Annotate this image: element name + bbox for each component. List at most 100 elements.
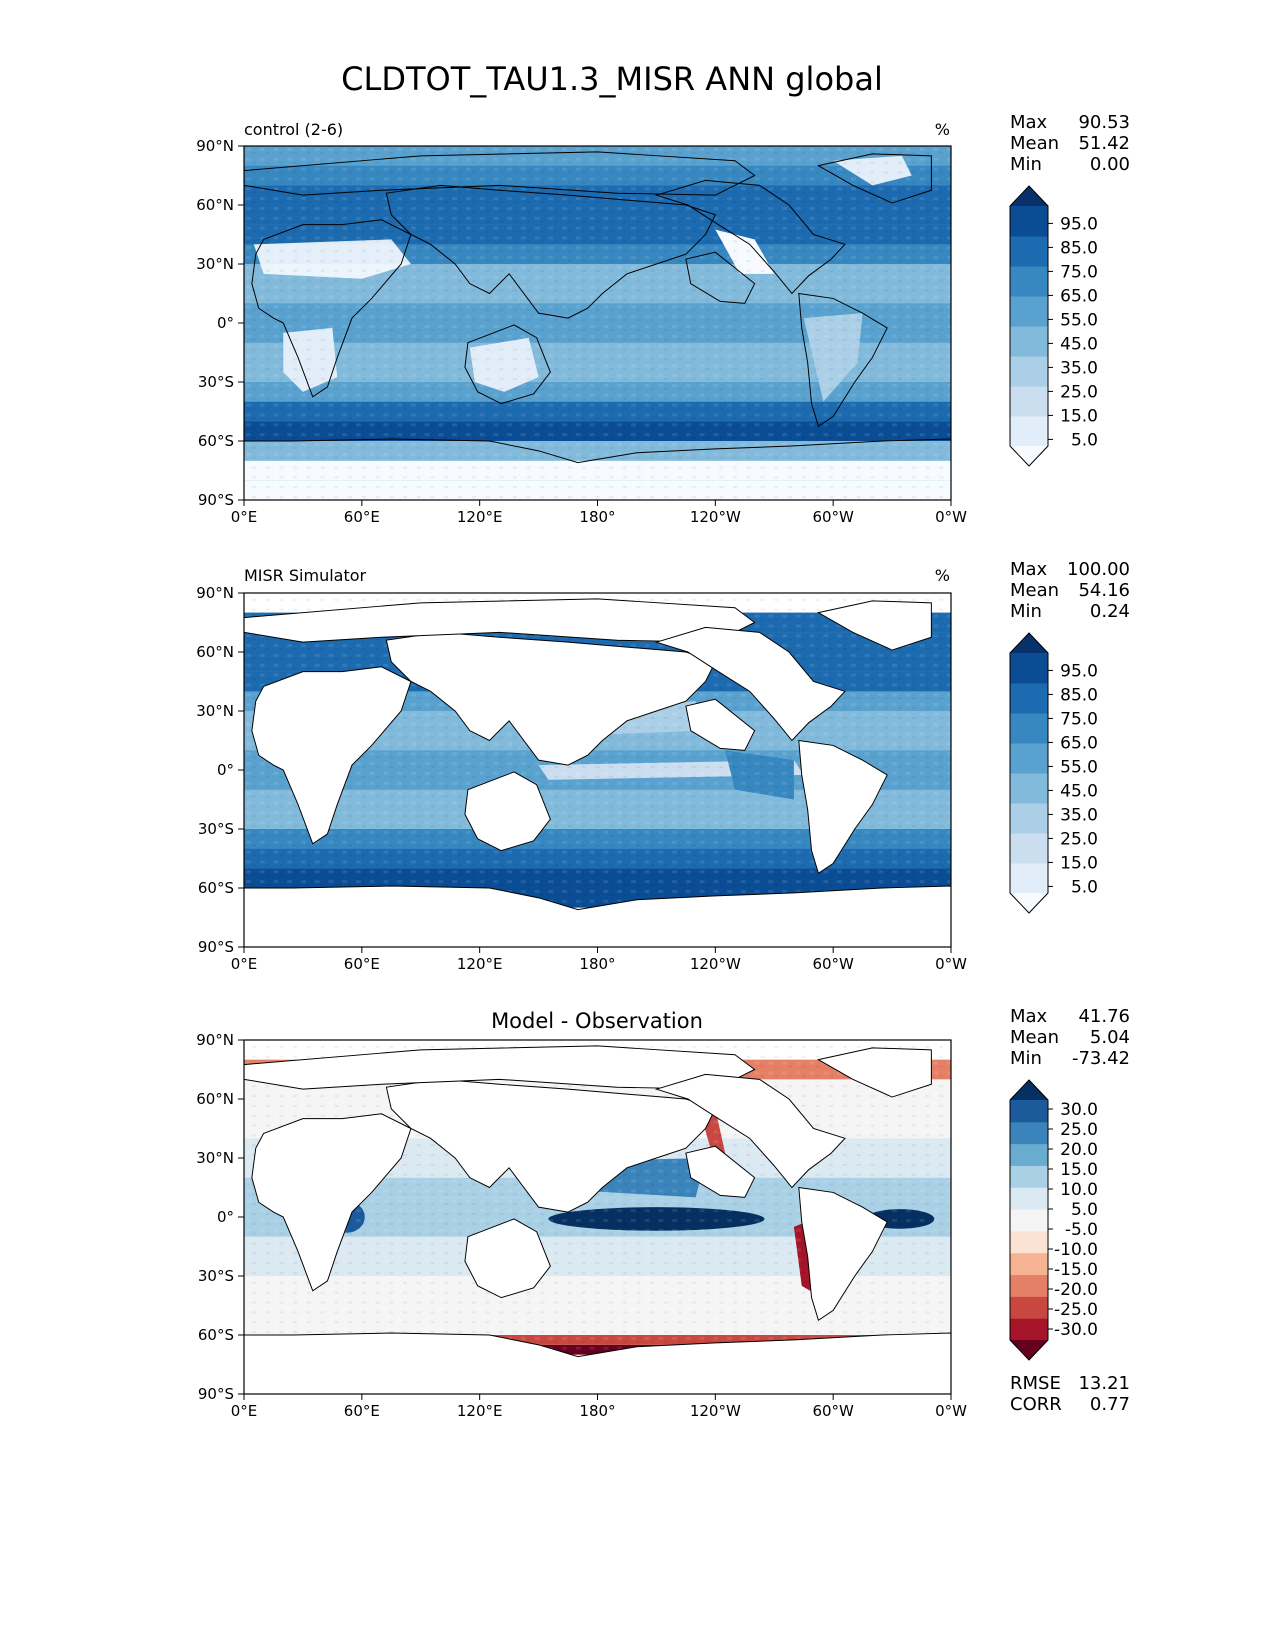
colorbar-tick-label: 10.0 bbox=[1060, 1180, 1098, 1200]
colorbar-tick-label: 5.0 bbox=[1071, 430, 1098, 450]
colorbar-tick-label: 15.0 bbox=[1060, 853, 1098, 873]
stat-label-min: Min bbox=[1010, 601, 1042, 622]
colorbar-extend-min bbox=[1010, 446, 1048, 466]
stat-value-min: 0.24 bbox=[1090, 601, 1130, 622]
colorbar-segment bbox=[1010, 1230, 1048, 1254]
stat-value-mean: 51.42 bbox=[1078, 133, 1130, 154]
stat-label-max: Max bbox=[1010, 112, 1048, 133]
colorbar-tick-label: 5.0 bbox=[1071, 877, 1098, 897]
colorbar-segment bbox=[1010, 653, 1048, 684]
panel-name: MISR Simulator bbox=[244, 566, 367, 585]
colorbar-outline bbox=[1009, 1079, 1049, 1361]
colorbar-tick-label: 45.0 bbox=[1060, 334, 1098, 354]
colorbar-segment bbox=[1010, 1209, 1048, 1232]
rmse-value: 13.21 bbox=[1078, 1373, 1130, 1394]
x-tick-label: 120°E bbox=[457, 1402, 503, 1420]
x-tick-label: 0°E bbox=[231, 955, 258, 973]
colorbar: 95.0 85.0 75.0 65.0 55.0 45.0 35.0 25.0 15.0 5.0 bbox=[1009, 632, 1098, 914]
x-tick-label: 60°E bbox=[344, 1402, 380, 1420]
axis-ticks: 0°E 60°E 120°E 180° 120°W 60°W 0°W 90°N 60°N 30°N… bbox=[196, 1031, 967, 1420]
x-tick-label: 120°W bbox=[690, 1402, 741, 1420]
colorbar-outline bbox=[1009, 185, 1049, 467]
y-tick-label: 30°S bbox=[198, 373, 234, 391]
x-tick-label: 120°W bbox=[690, 955, 741, 973]
colorbar-tick-label: 55.0 bbox=[1060, 310, 1098, 330]
colorbar: 95.0 85.0 75.0 65.0 55.0 45.0 35.0 25.0 15.0 5.0 bbox=[1009, 185, 1098, 467]
colorbar-segment bbox=[1010, 1296, 1048, 1319]
x-tick-label: 60°W bbox=[812, 1402, 854, 1420]
colorbar-tick-label: 65.0 bbox=[1060, 286, 1098, 306]
colorbar-segment bbox=[1010, 683, 1048, 714]
colorbar-tick-label: 30.0 bbox=[1060, 1100, 1098, 1120]
colorbar-segment bbox=[1010, 326, 1048, 357]
colorbar-segment bbox=[1010, 863, 1048, 894]
colorbar-segment bbox=[1010, 743, 1048, 774]
x-tick-label: 0°W bbox=[935, 1402, 967, 1420]
y-tick-label: 0° bbox=[217, 314, 234, 332]
texture bbox=[244, 146, 951, 500]
y-tick-label: 60°S bbox=[198, 1326, 234, 1344]
colorbar-segment bbox=[1010, 1100, 1048, 1123]
rmse-label: RMSE bbox=[1010, 1373, 1061, 1394]
colorbar-extend-min bbox=[1010, 893, 1048, 913]
x-tick-label: 0°W bbox=[935, 955, 967, 973]
y-tick-label: 30°N bbox=[196, 1149, 234, 1167]
stat-value-min: 0.00 bbox=[1090, 154, 1130, 175]
stat-value-min: -73.42 bbox=[1072, 1048, 1130, 1069]
panel-diff: Model - Observation 0°E 60°E 120°E 180° 120°… bbox=[196, 1006, 1130, 1420]
stat-label-max: Max bbox=[1010, 559, 1048, 580]
colorbar-segment bbox=[1010, 236, 1048, 267]
y-tick-label: 0° bbox=[217, 1208, 234, 1226]
colorbar-tick-label: 95.0 bbox=[1060, 661, 1098, 681]
colorbar-segment bbox=[1010, 1165, 1048, 1188]
colorbar-segment bbox=[1010, 386, 1048, 417]
y-tick-label: 60°N bbox=[196, 196, 234, 214]
colorbar-tick-label: -20.0 bbox=[1054, 1280, 1098, 1300]
colorbar-tick-label: 75.0 bbox=[1060, 262, 1098, 282]
y-tick-label: 90°S bbox=[198, 1385, 234, 1403]
stat-label-max: Max bbox=[1010, 1006, 1048, 1027]
colorbar-segment bbox=[1010, 206, 1048, 237]
colorbar-segment bbox=[1010, 1318, 1048, 1341]
colorbar-segment bbox=[1010, 416, 1048, 447]
colorbar-tick-label: -5.0 bbox=[1065, 1220, 1098, 1240]
y-tick-label: 60°S bbox=[198, 879, 234, 897]
colorbar-outline bbox=[1009, 632, 1049, 914]
stat-label-mean: Mean bbox=[1010, 1027, 1059, 1048]
colorbar-tick-label: -15.0 bbox=[1054, 1260, 1098, 1280]
panel-units: % bbox=[935, 120, 950, 139]
colorbar-tick-label: 20.0 bbox=[1060, 1140, 1098, 1160]
colorbar-segment bbox=[1010, 296, 1048, 327]
panel-title: Model - Observation bbox=[491, 1009, 703, 1033]
colorbar-tick-label: 85.0 bbox=[1060, 238, 1098, 258]
colorbar-tick-label: 5.0 bbox=[1071, 1200, 1098, 1220]
colorbar-tick-label: 75.0 bbox=[1060, 709, 1098, 729]
stat-value-max: 41.76 bbox=[1078, 1006, 1130, 1027]
x-tick-label: 60°W bbox=[812, 955, 854, 973]
panel-name: control (2-6) bbox=[244, 120, 343, 139]
stat-label-mean: Mean bbox=[1010, 133, 1059, 154]
map-control bbox=[244, 146, 951, 500]
axis-ticks: 0°E 60°E 120°E 180° 120°W 60°W 0°W 90°N 60°N 30°N… bbox=[196, 584, 967, 973]
stat-label-mean: Mean bbox=[1010, 580, 1059, 601]
stat-value-mean: 5.04 bbox=[1090, 1027, 1130, 1048]
stat-label-min: Min bbox=[1010, 1048, 1042, 1069]
colorbar-tick-label: 45.0 bbox=[1060, 781, 1098, 801]
colorbar-tick-label: 25.0 bbox=[1060, 1120, 1098, 1140]
corr-label: CORR bbox=[1010, 1394, 1062, 1415]
colorbar-extend-max bbox=[1010, 186, 1048, 206]
x-tick-label: 60°E bbox=[344, 955, 380, 973]
stat-value-mean: 54.16 bbox=[1078, 580, 1130, 601]
map-diff bbox=[244, 1040, 951, 1394]
y-tick-label: 60°S bbox=[198, 432, 234, 450]
colorbar-tick-label: -25.0 bbox=[1054, 1300, 1098, 1320]
panel-control: control (2-6) % 0°E 60°E 120°E 180° 120°W 60°… bbox=[196, 112, 1130, 526]
colorbar-tick-label: 95.0 bbox=[1060, 214, 1098, 234]
colorbar-segment bbox=[1010, 1252, 1048, 1276]
axis-ticks: 0°E 60°E 120°E 180° 120°W 60°W 0°W 90°N 60°N 30°N… bbox=[196, 137, 967, 526]
y-tick-label: 90°S bbox=[198, 491, 234, 509]
colorbar-segment bbox=[1010, 1121, 1048, 1145]
corr-value: 0.77 bbox=[1090, 1394, 1130, 1415]
y-tick-label: 60°N bbox=[196, 643, 234, 661]
